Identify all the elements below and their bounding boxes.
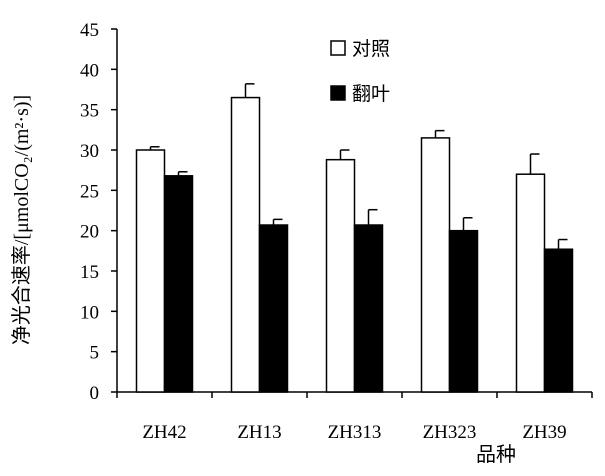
y-tick-label: 15	[80, 262, 99, 283]
y-tick-label: 0	[90, 383, 100, 404]
x-tick-label: ZH39	[522, 422, 566, 443]
y-tick-label: 45	[80, 20, 99, 41]
bar-control	[420, 137, 451, 393]
y-tick-label: 10	[80, 302, 99, 323]
bar-flip	[353, 224, 384, 393]
y-tick-label: 40	[80, 60, 99, 81]
bar-flip	[448, 229, 479, 393]
x-tick-label: ZH313	[328, 422, 382, 443]
legend-label-flip: 翻叶	[352, 83, 390, 105]
error-bars	[149, 83, 568, 250]
x-tick-label: ZH42	[142, 422, 186, 443]
bar-control	[325, 158, 356, 393]
x-tick-labels: ZH42 ZH13 ZH313 ZH323 ZH39	[142, 422, 566, 443]
x-tick-label: ZH323	[423, 422, 477, 443]
legend-swatch-control	[330, 40, 346, 56]
bars	[135, 96, 574, 393]
y-tick-label: 35	[80, 101, 99, 122]
axes	[111, 28, 593, 398]
bar-control	[515, 173, 546, 393]
bar-flip	[543, 248, 574, 393]
y-tick-label: 20	[80, 222, 99, 243]
y-tick-labels: 0 5 10 15 20 25 30 35 40 45	[80, 20, 99, 404]
legend-swatch-flip	[330, 85, 346, 101]
y-axis-label: 净光合速率/[μmolCO₂/(m²·s)]	[10, 95, 33, 345]
y-tick-label: 5	[90, 343, 100, 364]
legend: 对照 翻叶	[330, 38, 390, 105]
legend-label-control: 对照	[352, 38, 390, 60]
y-tick-label: 25	[80, 181, 99, 202]
bar-flip	[163, 175, 194, 393]
x-axis-label: 品种	[476, 443, 516, 466]
bar-flip	[258, 224, 289, 393]
y-tick-label: 30	[80, 141, 99, 162]
bar-control	[135, 149, 166, 393]
x-tick-label: ZH13	[237, 422, 281, 443]
bar-control	[230, 96, 261, 393]
